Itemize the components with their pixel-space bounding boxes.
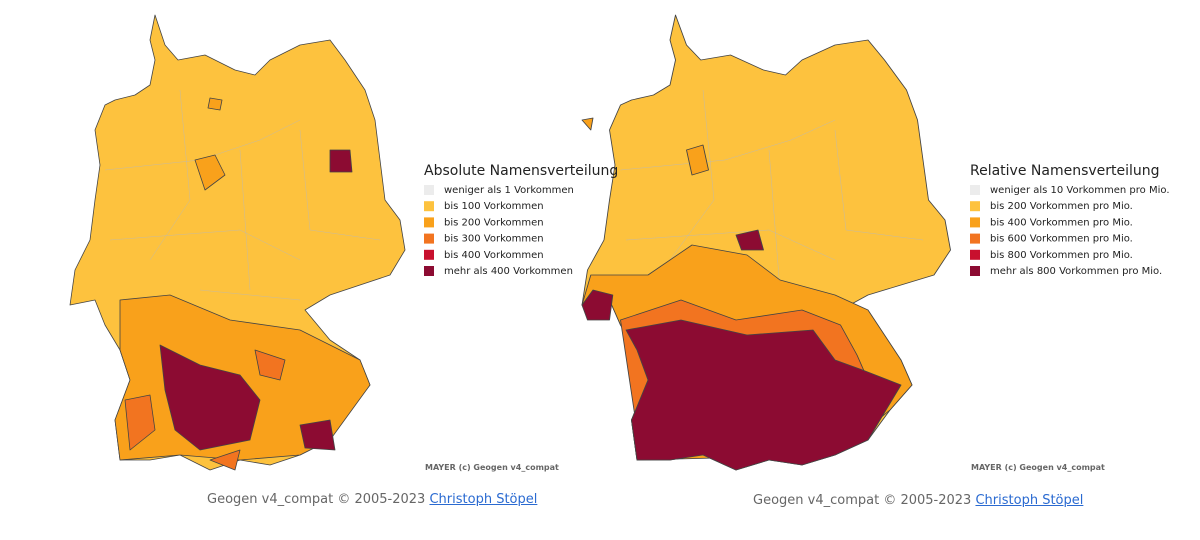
- legend-swatch: [424, 201, 434, 212]
- legend-item: bis 100 Vorkommen: [444, 201, 544, 212]
- legend-swatch: [970, 217, 980, 228]
- region-dark: [625, 319, 902, 471]
- legend-swatch: [424, 185, 434, 195]
- footer-text: Geogen v4_compat © 2005-2023: [753, 493, 972, 508]
- legend-swatch: [970, 233, 980, 244]
- map-absolute: [69, 14, 406, 471]
- legend-item: mehr als 400 Vorkommen: [444, 266, 573, 277]
- region-dark: [159, 344, 261, 451]
- footer-link[interactable]: Christoph Stöpel: [429, 492, 538, 507]
- legend-item: bis 300 Vorkommen: [444, 234, 544, 245]
- borders: [104, 89, 381, 301]
- footer: Geogen v4_compat © 2005-2023 Christoph S…: [207, 492, 537, 507]
- legend-item: weniger als 10 Vorkommen pro Mio.: [990, 185, 1170, 196]
- legend-swatch: [424, 233, 434, 244]
- legends: Absolute Namensverteilung weniger als 1 V…: [424, 163, 1170, 472]
- legend-swatch: [424, 217, 434, 228]
- region-orange-spot: [581, 117, 709, 176]
- legend-swatch: [424, 249, 434, 260]
- legend-item: bis 600 Vorkommen pro Mio.: [990, 234, 1133, 245]
- watermark: MAYER (c) Geogen v4_compat: [425, 463, 559, 472]
- legend-swatch: [970, 266, 980, 276]
- footer-text: Geogen v4_compat © 2005-2023: [207, 492, 426, 507]
- legend-item: weniger als 1 Vorkommen: [444, 185, 574, 196]
- legend-item: bis 400 Vorkommen pro Mio.: [990, 217, 1133, 228]
- footer-link[interactable]: Christoph Stöpel: [975, 493, 1084, 508]
- legend-swatch: [424, 266, 434, 276]
- legend-item: mehr als 800 Vorkommen pro Mio.: [990, 266, 1162, 277]
- region-orange-dark: [124, 349, 286, 471]
- map-relative: [581, 14, 952, 471]
- legend-item: bis 200 Vorkommen: [444, 217, 544, 228]
- region-orange-spot: [194, 97, 226, 191]
- legend-swatch: [970, 201, 980, 212]
- borders: [620, 89, 924, 291]
- legend-title: Absolute Namensverteilung: [424, 163, 618, 179]
- legend-item: bis 200 Vorkommen pro Mio.: [990, 201, 1133, 212]
- footer: Geogen v4_compat © 2005-2023 Christoph S…: [753, 493, 1083, 508]
- legend-title: Relative Namensverteilung: [970, 163, 1160, 179]
- region-dark-spot: [299, 149, 353, 451]
- legend-swatch: [970, 249, 980, 260]
- legend-swatch: [970, 185, 980, 195]
- legend-item: bis 800 Vorkommen pro Mio.: [990, 250, 1133, 261]
- watermark: MAYER (c) Geogen v4_compat: [971, 463, 1105, 472]
- region-dark-spot: [581, 229, 764, 321]
- legend-item: bis 400 Vorkommen: [444, 250, 544, 261]
